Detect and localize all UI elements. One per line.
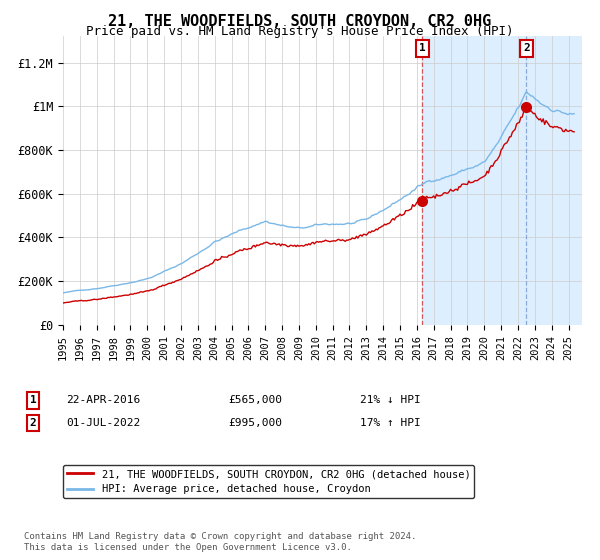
Text: Price paid vs. HM Land Registry's House Price Index (HPI): Price paid vs. HM Land Registry's House …	[86, 25, 514, 38]
Legend: 21, THE WOODFIELDS, SOUTH CROYDON, CR2 0HG (detached house), HPI: Average price,: 21, THE WOODFIELDS, SOUTH CROYDON, CR2 0…	[63, 465, 475, 498]
Text: 2: 2	[29, 418, 37, 428]
Text: 1: 1	[419, 44, 425, 53]
Text: Contains HM Land Registry data © Crown copyright and database right 2024.
This d: Contains HM Land Registry data © Crown c…	[24, 532, 416, 552]
Text: £995,000: £995,000	[228, 418, 282, 428]
Text: £565,000: £565,000	[228, 395, 282, 405]
Text: 1: 1	[29, 395, 37, 405]
Text: 21% ↓ HPI: 21% ↓ HPI	[360, 395, 421, 405]
Bar	[422, 36, 582, 325]
Text: 17% ↑ HPI: 17% ↑ HPI	[360, 418, 421, 428]
Text: 22-APR-2016: 22-APR-2016	[66, 395, 140, 405]
Text: 2: 2	[523, 44, 530, 53]
Text: 21, THE WOODFIELDS, SOUTH CROYDON, CR2 0HG: 21, THE WOODFIELDS, SOUTH CROYDON, CR2 0…	[109, 14, 491, 29]
Text: 01-JUL-2022: 01-JUL-2022	[66, 418, 140, 428]
